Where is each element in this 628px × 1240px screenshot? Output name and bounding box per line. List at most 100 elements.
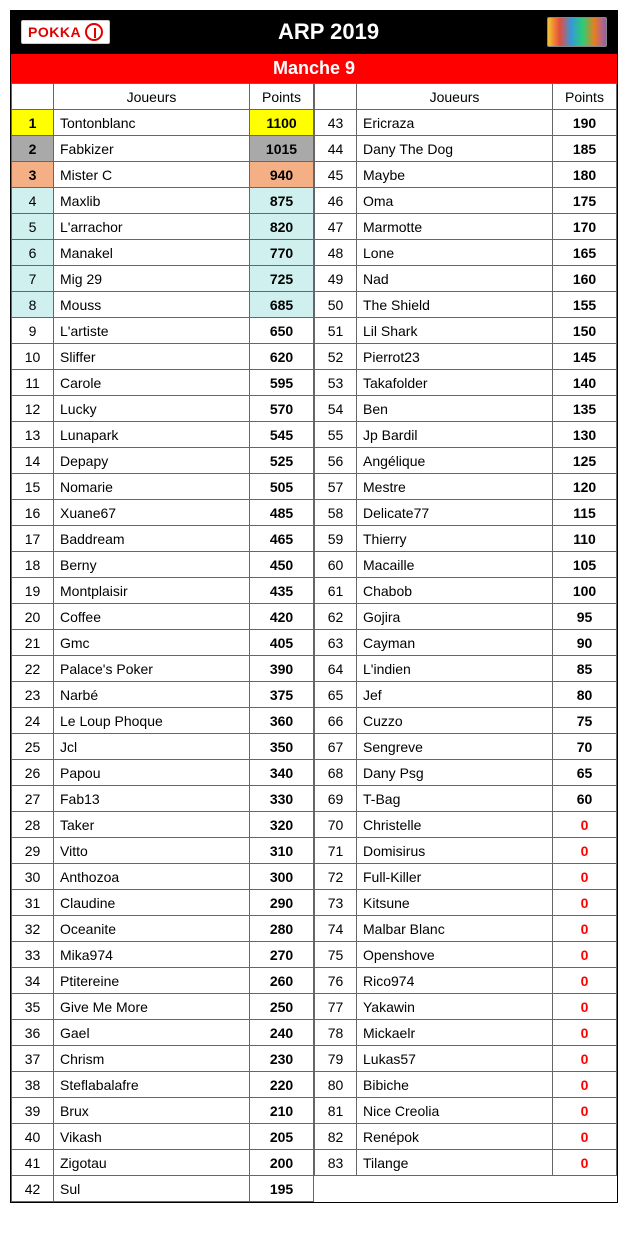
table-row: 4Maxlib875 [12, 188, 314, 214]
table-header-row: Joueurs Points [315, 84, 617, 110]
table-row: 7Mig 29725 [12, 266, 314, 292]
player-cell: Palace's Poker [54, 656, 250, 682]
player-cell: Kitsune [357, 890, 553, 916]
rank-cell: 27 [12, 786, 54, 812]
points-cell: 940 [250, 162, 314, 188]
table-row: 14Depapy525 [12, 448, 314, 474]
player-cell: Gojira [357, 604, 553, 630]
player-cell: Vitto [54, 838, 250, 864]
points-cell: 130 [553, 422, 617, 448]
table-row: 38Steflabalafre220 [12, 1072, 314, 1098]
player-cell: Gmc [54, 630, 250, 656]
rank-cell: 8 [12, 292, 54, 318]
points-cell: 725 [250, 266, 314, 292]
table-row: 8Mouss685 [12, 292, 314, 318]
table-row: 29Vitto310 [12, 838, 314, 864]
table-row: 73Kitsune0 [315, 890, 617, 916]
ranking-col-left: Joueurs Points 1Tontonblanc11002Fabkizer… [11, 83, 314, 1202]
table-row: 72Full-Killer0 [315, 864, 617, 890]
rank-cell: 33 [12, 942, 54, 968]
points-cell: 105 [553, 552, 617, 578]
table-row: 79Lukas570 [315, 1046, 617, 1072]
rank-cell: 34 [12, 968, 54, 994]
rank-cell: 50 [315, 292, 357, 318]
points-cell: 820 [250, 214, 314, 240]
table-row: 45Maybe180 [315, 162, 617, 188]
player-cell: Mig 29 [54, 266, 250, 292]
player-cell: L'arrachor [54, 214, 250, 240]
rank-cell: 75 [315, 942, 357, 968]
rank-cell: 21 [12, 630, 54, 656]
rank-cell: 22 [12, 656, 54, 682]
table-row: 6Manakel770 [12, 240, 314, 266]
points-cell: 175 [553, 188, 617, 214]
rank-cell: 35 [12, 994, 54, 1020]
points-cell: 165 [553, 240, 617, 266]
table-row: 16Xuane67485 [12, 500, 314, 526]
table-row: 81Nice Creolia0 [315, 1098, 617, 1124]
table-row: 17Baddream465 [12, 526, 314, 552]
player-cell: L'indien [357, 656, 553, 682]
points-cell: 125 [553, 448, 617, 474]
table-row: 65Jef80 [315, 682, 617, 708]
table-row: 51Lil Shark150 [315, 318, 617, 344]
table-row: 1Tontonblanc1100 [12, 110, 314, 136]
rank-cell: 7 [12, 266, 54, 292]
player-cell: Openshove [357, 942, 553, 968]
table-row: 67Sengreve70 [315, 734, 617, 760]
player-cell: Carole [54, 370, 250, 396]
points-cell: 200 [250, 1150, 314, 1176]
rank-cell: 26 [12, 760, 54, 786]
player-cell: Mickaelr [357, 1020, 553, 1046]
player-cell: Papou [54, 760, 250, 786]
player-cell: Mouss [54, 292, 250, 318]
rank-cell: 60 [315, 552, 357, 578]
points-cell: 210 [250, 1098, 314, 1124]
points-cell: 525 [250, 448, 314, 474]
points-cell: 770 [250, 240, 314, 266]
rank-cell: 54 [315, 396, 357, 422]
player-cell: Jef [357, 682, 553, 708]
player-cell: T-Bag [357, 786, 553, 812]
rank-cell: 11 [12, 370, 54, 396]
rank-cell: 56 [315, 448, 357, 474]
sponsor-logo-right [547, 17, 607, 47]
player-cell: Renépok [357, 1124, 553, 1150]
rank-cell: 19 [12, 578, 54, 604]
player-cell: Chabob [357, 578, 553, 604]
ranking-container: POKKA ARP 2019 Manche 9 Joueurs Points 1… [10, 10, 618, 1203]
points-cell: 390 [250, 656, 314, 682]
player-cell: Chrism [54, 1046, 250, 1072]
points-cell: 505 [250, 474, 314, 500]
round-subtitle: Manche 9 [11, 53, 617, 83]
points-cell: 60 [553, 786, 617, 812]
player-cell: Tilange [357, 1150, 553, 1176]
ranking-table-right: Joueurs Points 43Ericraza19044Dany The D… [314, 83, 617, 1202]
player-cell: Xuane67 [54, 500, 250, 526]
table-row: 52Pierrot23145 [315, 344, 617, 370]
player-cell: Sengreve [357, 734, 553, 760]
rank-cell: 1 [12, 110, 54, 136]
points-cell: 260 [250, 968, 314, 994]
rank-cell: 57 [315, 474, 357, 500]
table-row: 27Fab13330 [12, 786, 314, 812]
points-cell: 0 [553, 1046, 617, 1072]
player-cell: Lone [357, 240, 553, 266]
rank-cell: 36 [12, 1020, 54, 1046]
player-cell: Christelle [357, 812, 553, 838]
points-cell: 570 [250, 396, 314, 422]
player-cell: Le Loup Phoque [54, 708, 250, 734]
rank-cell: 64 [315, 656, 357, 682]
table-row: 69T-Bag60 [315, 786, 617, 812]
player-cell: Berny [54, 552, 250, 578]
table-row: 35Give Me More250 [12, 994, 314, 1020]
table-row: 68Dany Psg65 [315, 760, 617, 786]
rank-cell: 63 [315, 630, 357, 656]
points-cell: 310 [250, 838, 314, 864]
table-row: 63Cayman90 [315, 630, 617, 656]
points-cell: 595 [250, 370, 314, 396]
table-row: 19Montplaisir435 [12, 578, 314, 604]
table-row: 54Ben135 [315, 396, 617, 422]
table-row: 11Carole595 [12, 370, 314, 396]
table-row: 25Jcl350 [12, 734, 314, 760]
